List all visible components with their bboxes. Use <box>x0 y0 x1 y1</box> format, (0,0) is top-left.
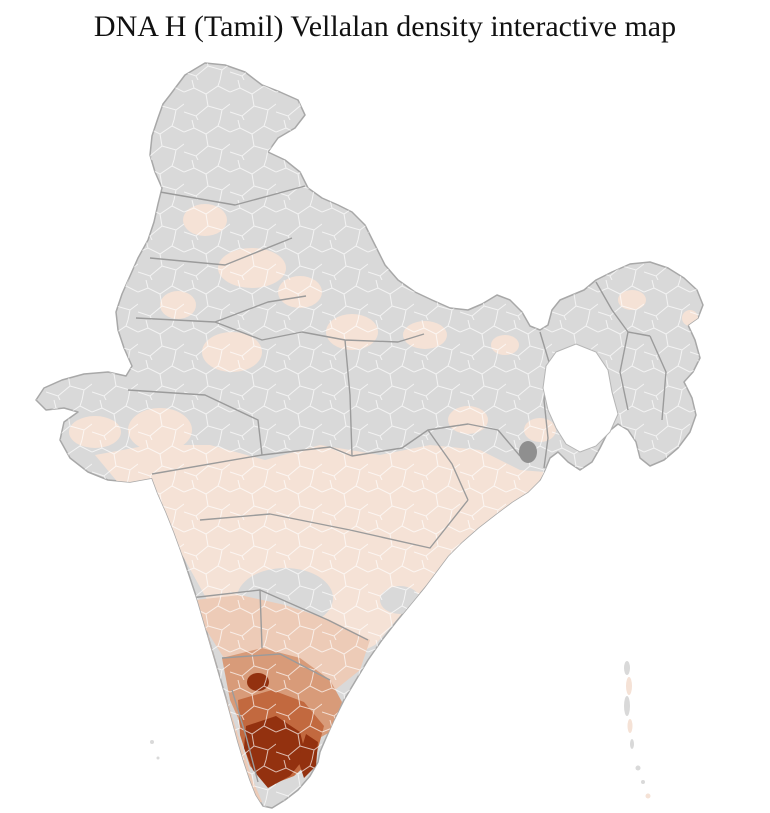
island[interactable] <box>635 765 641 771</box>
island[interactable] <box>645 793 651 799</box>
lakshadweep-islands[interactable] <box>150 740 160 760</box>
andaman-nicobar-islands[interactable] <box>624 661 651 799</box>
island[interactable] <box>630 739 634 749</box>
neighbor-country-mask <box>542 343 619 453</box>
metro-district[interactable] <box>519 441 537 463</box>
island[interactable] <box>641 780 645 784</box>
map-title: DNA H (Tamil) Vellalan density interacti… <box>93 10 677 43</box>
island[interactable] <box>626 677 632 695</box>
state-borders <box>127 185 667 783</box>
island[interactable] <box>150 740 154 744</box>
island[interactable] <box>624 696 630 716</box>
island[interactable] <box>624 661 630 675</box>
island[interactable] <box>627 719 633 733</box>
island[interactable] <box>156 756 160 760</box>
